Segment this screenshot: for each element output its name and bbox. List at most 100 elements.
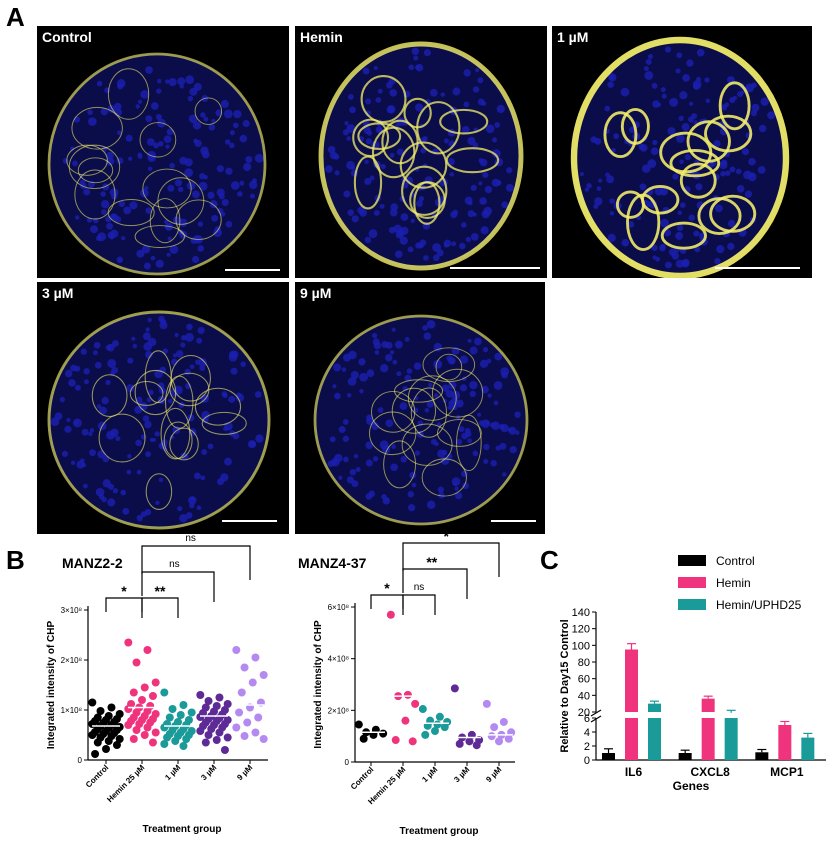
- data-point: [371, 725, 380, 734]
- nucleus: [142, 415, 150, 422]
- nucleus: [162, 439, 168, 446]
- data-point: [115, 710, 124, 718]
- nucleus: [380, 163, 386, 170]
- nucleus: [500, 367, 510, 376]
- nucleus: [245, 155, 253, 163]
- data-point: [411, 699, 420, 708]
- micrograph-label: 9 µM: [300, 285, 332, 301]
- gland-outline: [74, 169, 116, 220]
- nucleus: [481, 101, 487, 106]
- nucleus: [249, 440, 257, 448]
- significance-bracket: [402, 568, 468, 599]
- tissue-border: [318, 41, 524, 271]
- nucleus: [379, 203, 385, 209]
- nucleus: [385, 81, 393, 89]
- nucleus: [83, 379, 89, 385]
- nucleus: [64, 425, 72, 433]
- data-point: [104, 724, 113, 732]
- nucleus: [369, 175, 375, 181]
- nucleus: [96, 80, 103, 87]
- nucleus: [735, 168, 742, 175]
- nucleus: [329, 436, 336, 443]
- data-point: [431, 727, 439, 735]
- nucleus: [349, 468, 357, 476]
- data-point: [132, 658, 141, 667]
- nucleus: [137, 99, 143, 104]
- data-point: [201, 703, 210, 712]
- y-tick-label: 140: [572, 607, 590, 619]
- nucleus: [415, 103, 424, 112]
- data-point: [232, 646, 241, 654]
- gland-outline: [98, 413, 146, 463]
- gland-outline: [68, 144, 121, 190]
- nucleus: [691, 113, 698, 119]
- nucleus: [484, 185, 493, 194]
- data-point: [107, 732, 116, 740]
- nucleus: [596, 186, 602, 191]
- nucleus: [695, 183, 703, 191]
- nucleus: [166, 128, 174, 136]
- nucleus: [89, 428, 95, 433]
- axis-break-mark: [590, 715, 602, 723]
- significance-bracket: [370, 594, 404, 615]
- nucleus: [178, 218, 188, 227]
- data-point: [110, 729, 119, 737]
- data-point: [254, 713, 263, 722]
- nucleus: [164, 219, 169, 225]
- nucleus: [451, 477, 461, 486]
- nucleus: [90, 225, 98, 234]
- nucleus: [141, 245, 151, 254]
- micrograph-image: [47, 52, 267, 276]
- nucleus: [131, 336, 136, 341]
- nucleus: [437, 486, 445, 493]
- gland-outline: [134, 369, 177, 416]
- nucleus: [725, 170, 731, 176]
- significance-label: *: [121, 583, 127, 599]
- nucleus: [664, 261, 672, 269]
- x-tick-label: 3 µM: [452, 765, 471, 784]
- data-point: [212, 702, 221, 710]
- nucleus: [101, 396, 109, 405]
- data-point: [143, 707, 152, 715]
- data-point: [112, 715, 121, 723]
- y-tick-label: 6: [584, 713, 590, 725]
- nucleus: [392, 359, 398, 365]
- gland-outline: [697, 197, 742, 235]
- nucleus: [426, 500, 436, 509]
- nucleus: [359, 389, 364, 394]
- nucleus: [223, 426, 229, 432]
- nucleus: [396, 229, 405, 237]
- nucleus: [331, 459, 337, 466]
- nucleus: [106, 222, 114, 230]
- micrograph-image: [47, 310, 271, 530]
- nucleus: [200, 112, 206, 118]
- nucleus: [377, 88, 383, 94]
- y-tick-label: 100: [572, 640, 590, 652]
- gland-outline: [175, 199, 222, 241]
- nucleus: [223, 457, 232, 466]
- nucleus: [407, 246, 414, 253]
- nucleus: [644, 71, 654, 80]
- bar: [648, 703, 661, 712]
- gland-outline: [679, 162, 717, 199]
- nucleus: [107, 231, 115, 239]
- nucleus: [590, 136, 598, 143]
- nucleus: [107, 359, 117, 368]
- nucleus: [167, 184, 175, 192]
- data-point: [148, 715, 157, 723]
- nucleus: [343, 456, 349, 463]
- nucleus: [147, 317, 152, 323]
- tissue-border: [313, 314, 529, 526]
- micrograph-9um: 9 µM: [295, 282, 545, 534]
- data-point: [369, 730, 378, 739]
- nucleus: [604, 105, 611, 112]
- nucleus: [426, 319, 436, 329]
- nucleus: [391, 327, 396, 332]
- nucleus: [441, 449, 448, 456]
- nucleus: [727, 242, 735, 251]
- data-point: [135, 703, 144, 712]
- nucleus: [137, 154, 143, 160]
- nucleus: [155, 259, 164, 268]
- data-point: [146, 718, 155, 727]
- nucleus: [470, 233, 479, 241]
